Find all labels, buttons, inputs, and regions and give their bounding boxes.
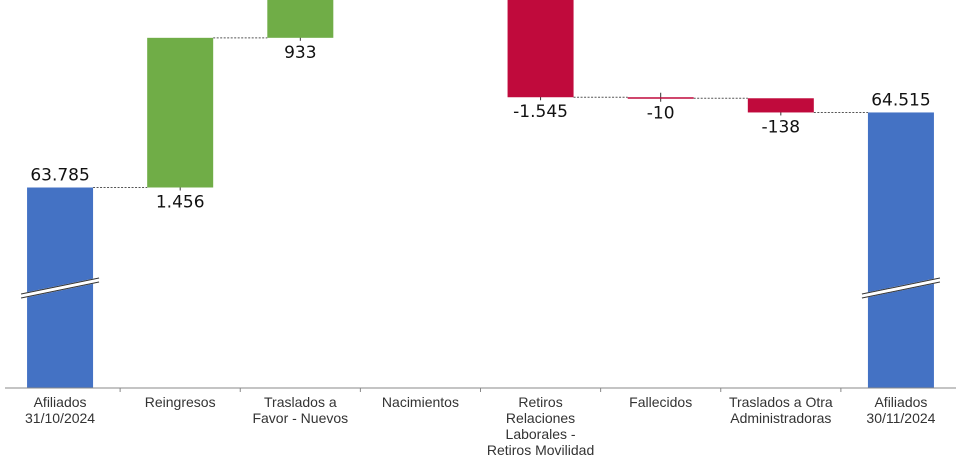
category-label: Nacimientos <box>382 394 459 410</box>
data-label: -1.545 <box>513 102 568 122</box>
data-label: 64.515 <box>871 90 930 110</box>
category-label-line: Relaciones <box>506 410 575 426</box>
category-label-line: Retiros Movilidad <box>487 442 594 458</box>
category-label-line: 31/10/2024 <box>25 410 95 426</box>
category-label-line: Nacimientos <box>382 394 459 410</box>
category-label: Traslados a Favor - Nuevos <box>252 394 348 426</box>
axis-break <box>20 277 100 299</box>
data-label: 933 <box>284 43 316 63</box>
category-label-line: Laborales - <box>506 426 576 442</box>
category-label-line: Retiros <box>518 394 562 410</box>
category-label: Afiliados 31/10/2024 <box>25 394 95 426</box>
bar-increase <box>267 0 334 38</box>
category-label: Afiliados 30/11/2024 <box>866 394 935 426</box>
bar-increase <box>147 37 214 188</box>
category-label-line: Fallecidos <box>629 394 692 410</box>
category-label-line: Favor - Nuevos <box>252 410 348 426</box>
category-label: Fallecidos <box>629 394 692 410</box>
category-label: Reingresos <box>145 394 216 410</box>
bar-total <box>867 112 934 389</box>
category-label-line: Reingresos <box>145 394 216 410</box>
category-label-line: Traslados a <box>264 394 337 410</box>
data-label: -138 <box>762 117 801 137</box>
bars <box>27 0 934 389</box>
data-label: -10 <box>647 104 675 124</box>
category-label-line: 30/11/2024 <box>866 410 935 426</box>
axis-break <box>861 277 941 299</box>
category-label-line: Afiliados <box>34 394 87 410</box>
bar-decrease <box>747 98 814 113</box>
x-axis-ticks <box>119 388 842 392</box>
axis-break-marks <box>20 277 941 299</box>
category-label-line: Administradoras <box>730 410 831 426</box>
bar-decrease <box>507 0 574 98</box>
data-label: 1.456 <box>156 193 205 213</box>
data-label: 63.785 <box>30 166 89 186</box>
category-label-line: Traslados a Otra <box>729 394 833 410</box>
category-label-line: Afiliados <box>874 394 927 410</box>
bar-decrease <box>627 97 694 99</box>
category-label: Retiros Relaciones Laborales -Retiros Movi… <box>487 394 594 458</box>
category-label: Traslados a Otra Administradoras <box>729 394 833 426</box>
